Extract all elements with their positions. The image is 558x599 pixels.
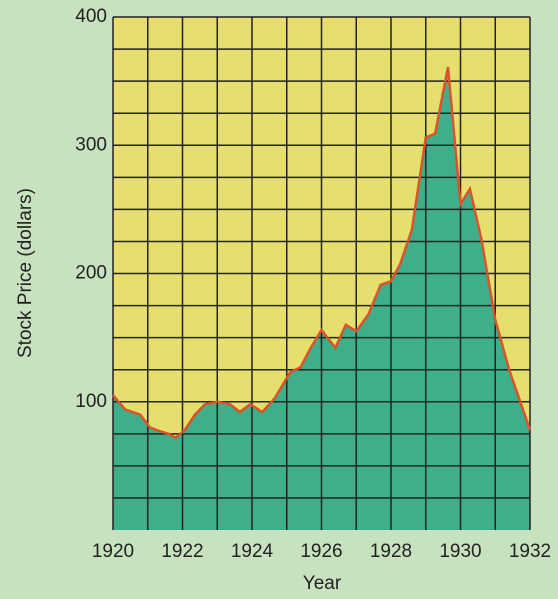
x-tick-label: 1930 (439, 541, 481, 562)
y-tick-label: 100 (75, 391, 107, 412)
x-axis-label: Year (303, 573, 342, 594)
x-tick-label: 1926 (300, 541, 342, 562)
y-tick-label: 400 (75, 6, 107, 27)
x-tick-label: 1928 (370, 541, 412, 562)
y-tick-label: 300 (75, 134, 107, 155)
line (112, 66, 532, 440)
x-tick-label: 1920 (92, 541, 134, 562)
x-tick-label: 1924 (231, 541, 274, 562)
y-axis-label: Stock Price (dollars) (15, 188, 36, 358)
x-tick-label: 1922 (161, 541, 203, 562)
x-tick-label: 1932 (509, 541, 551, 562)
y-tick-label: 200 (75, 263, 107, 284)
